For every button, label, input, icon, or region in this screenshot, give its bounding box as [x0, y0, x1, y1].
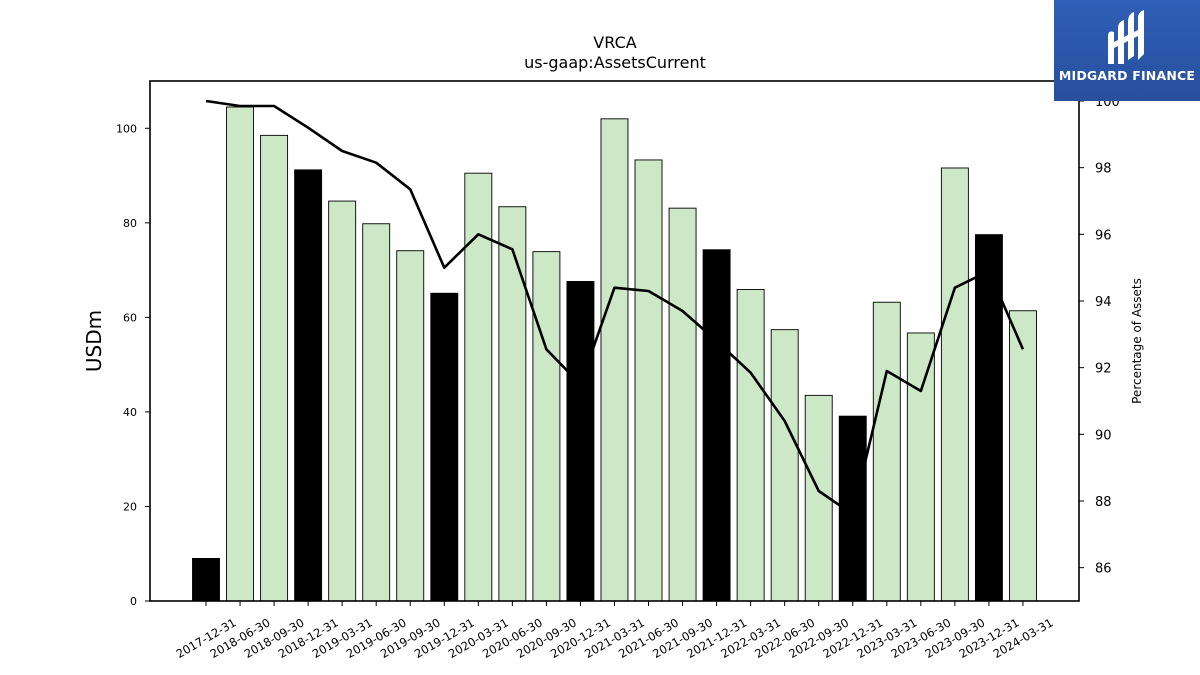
bar [226, 106, 254, 602]
y-tick-label: 80 [123, 217, 137, 230]
y2-tick-label: 98 [1095, 162, 1112, 177]
bar [770, 329, 799, 602]
y-axis-label: USDm [82, 310, 106, 372]
y-tick-label: 60 [123, 311, 137, 324]
bar [498, 206, 527, 602]
y-tick-label: 100 [116, 122, 137, 135]
bar [634, 159, 663, 602]
bar [974, 234, 1003, 602]
y2-axis-label: Percentage of Assets [1130, 278, 1144, 404]
bar [906, 332, 935, 602]
bar [600, 118, 629, 602]
bar [396, 250, 425, 602]
y2-tick-label: 90 [1095, 428, 1112, 443]
bar [566, 280, 595, 602]
logo-mark-icon [1054, 0, 1200, 101]
y2-tick-label: 96 [1095, 228, 1112, 243]
y2-tick-label: 94 [1095, 295, 1112, 310]
bar [736, 289, 765, 602]
bar [1009, 310, 1037, 602]
bar [192, 558, 220, 602]
logo-text: MIDGARD FINANCE [1058, 68, 1196, 83]
chart-title: VRCA [593, 33, 636, 52]
y-tick-label: 20 [123, 500, 137, 513]
y-tick-label: 40 [123, 406, 137, 419]
bar [702, 249, 731, 602]
bar [430, 292, 459, 602]
bar [328, 200, 357, 602]
y2-tick-label: 92 [1095, 362, 1112, 377]
bar [872, 301, 901, 602]
bar [668, 207, 697, 602]
bar-series [192, 106, 1037, 602]
y-tick-label: 0 [130, 595, 137, 608]
bar [532, 251, 561, 602]
midgard-finance-logo: MIDGARD FINANCE [1054, 0, 1200, 101]
line-path [205, 99, 1025, 516]
chart-subtitle: us-gaap:AssetsCurrent [524, 53, 706, 72]
y2-tick-label: 86 [1095, 562, 1112, 577]
bar [260, 134, 289, 602]
bar [940, 167, 969, 602]
bar [294, 169, 323, 602]
line-series [205, 99, 1025, 516]
y2-tick-label: 88 [1095, 495, 1112, 510]
bar [362, 223, 391, 602]
